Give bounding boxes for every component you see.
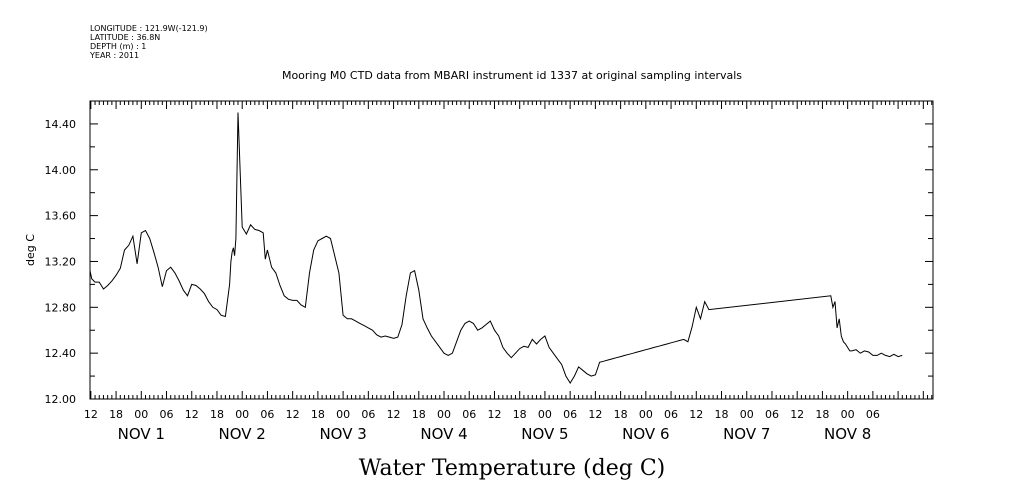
chart-title: Mooring M0 CTD data from MBARI instrumen… — [282, 69, 742, 82]
x-day-label: NOV 7 — [723, 425, 770, 443]
x-tick-label: 12 — [588, 408, 602, 421]
x-axis-title: Water Temperature (deg C) — [359, 456, 666, 481]
x-tick-label: 00 — [437, 408, 451, 421]
x-tick-label: 06 — [462, 408, 476, 421]
x-tick-label: 06 — [361, 408, 375, 421]
x-tick-label: 12 — [286, 408, 300, 421]
x-tick-label: 06 — [664, 408, 678, 421]
x-tick-label: 18 — [614, 408, 628, 421]
x-tick-label: 00 — [235, 408, 249, 421]
x-day-label: NOV 4 — [420, 425, 467, 443]
depth-label: DEPTH (m) : 1 — [90, 42, 146, 51]
x-day-label: NOV 8 — [824, 425, 871, 443]
series-line — [89, 112, 903, 384]
plot-frame — [89, 100, 934, 400]
x-tick-label: 06 — [765, 408, 779, 421]
x-tick-label: 06 — [866, 408, 880, 421]
y-tick-label: 13.20 — [45, 255, 77, 268]
x-tick-label: 18 — [815, 408, 829, 421]
x-day-label: NOV 2 — [219, 425, 266, 443]
x-tick-label: 12 — [790, 408, 804, 421]
y-axis-label: deg C — [24, 234, 37, 266]
x-tick-label: 06 — [160, 408, 174, 421]
year-label: YEAR : 2011 — [89, 51, 139, 60]
x-tick-label: 18 — [412, 408, 426, 421]
x-tick-label: 18 — [109, 408, 123, 421]
x-tick-label: 06 — [563, 408, 577, 421]
y-tick-label: 14.00 — [45, 164, 77, 177]
series-layer — [89, 112, 903, 384]
longitude-label: LONGITUDE : 121.9W(-121.9) — [90, 24, 208, 33]
x-day-label: NOV 6 — [622, 425, 669, 443]
x-tick-label: 00 — [134, 408, 148, 421]
x-tick-label: 00 — [740, 408, 754, 421]
x-day-label: NOV 1 — [118, 425, 165, 443]
x-tick-label: 18 — [715, 408, 729, 421]
x-tick-label: 06 — [260, 408, 274, 421]
y-tick-label: 12.40 — [45, 347, 77, 360]
x-tick-label: 00 — [538, 408, 552, 421]
latitude-label: LATITUDE : 36.8N — [90, 33, 160, 42]
y-tick-label: 12.80 — [45, 301, 77, 314]
x-tick-label: 12 — [185, 408, 199, 421]
axes-layer: 12.00 12.40 12.80 13.20 13.60 14.00 14.40 12 18 0… — [45, 100, 933, 443]
x-tick-label: 00 — [639, 408, 653, 421]
x-tick-label: 12 — [689, 408, 703, 421]
y-tick-label: 13.60 — [45, 210, 77, 223]
x-tick-label: 18 — [311, 408, 325, 421]
y-tick-label: 12.00 — [45, 393, 77, 406]
metadata-block: LONGITUDE : 121.9W(-121.9) LATITUDE : 36… — [89, 24, 208, 60]
y-tick-label: 14.40 — [45, 118, 77, 131]
x-tick-label: 12 — [387, 408, 401, 421]
x-tick-label: 12 — [487, 408, 501, 421]
x-day-label: NOV 3 — [319, 425, 366, 443]
x-tick-label: 18 — [513, 408, 527, 421]
x-day-label: NOV 5 — [521, 425, 568, 443]
x-tick-label: 12 — [84, 408, 98, 421]
x-tick-label: 00 — [841, 408, 855, 421]
x-tick-label: 00 — [336, 408, 350, 421]
x-tick-label: 18 — [210, 408, 224, 421]
